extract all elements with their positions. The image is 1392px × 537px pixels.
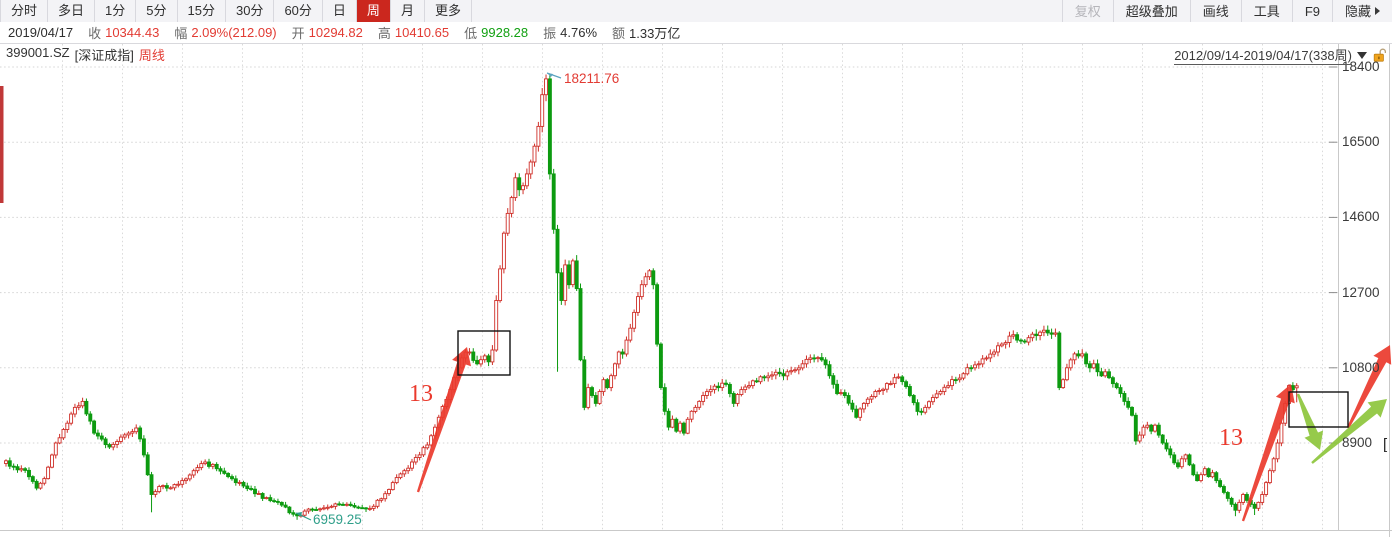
tab-15分[interactable]: 15分 <box>178 0 226 22</box>
expand-right-icon[interactable] <box>1375 7 1380 15</box>
annotation-box <box>1288 391 1349 428</box>
tab-月[interactable]: 月 <box>391 0 425 22</box>
quote-item-额: 额 1.33万亿 <box>612 23 680 42</box>
quote-label: 开 <box>291 26 305 41</box>
quote-value: 9928.28 <box>481 25 529 40</box>
button-隐藏[interactable]: 隐藏 <box>1331 0 1392 22</box>
annotation-arrow-rally-13-weeks <box>1241 384 1295 522</box>
annotation-arrow-projection-down <box>1296 393 1324 450</box>
toolbar-spacer <box>472 0 1062 22</box>
quote-item-收: 收 10344.43 <box>88 23 159 42</box>
button-超级叠加[interactable]: 超级叠加 <box>1112 0 1190 22</box>
quote-value: 2.09%(212.09) <box>191 25 277 40</box>
quote-item-幅: 幅 2.09%(212.09) <box>174 23 276 42</box>
y-tick-label: 10800 <box>1342 359 1380 375</box>
y-tick-label: 12700 <box>1342 284 1380 300</box>
annotation-arrow-rally-13-weeks <box>416 347 471 493</box>
button-画线[interactable]: 画线 <box>1189 0 1241 22</box>
tab-多日[interactable]: 多日 <box>48 0 96 22</box>
quote-date: 2019/04/17 <box>8 25 74 40</box>
period-tabs: 分时 多日 1分 5分 15分 30分 60分日周月更多 <box>0 0 472 22</box>
period-label: 周线 <box>138 48 165 63</box>
annotation-layer: 13 13 18211.76 6959.25 [ <box>295 71 1392 527</box>
button-label: 复权 <box>1074 3 1101 19</box>
annotation-arrow-projection-up <box>1311 399 1387 464</box>
button-label: 超级叠加 <box>1125 3 1178 19</box>
symbol-name: [深证成指] <box>74 48 134 63</box>
y-tick-label: 14600 <box>1342 209 1380 225</box>
count-label: 13 <box>1219 425 1243 451</box>
button-F9[interactable]: F9 <box>1291 0 1332 22</box>
chart-header: 399001.SZ [深证成指] 周线 <box>6 45 165 64</box>
trough-price-label: 6959.25 <box>313 512 362 527</box>
symbol-code: 399001.SZ <box>6 45 70 60</box>
y-tick-label: 16500 <box>1342 134 1380 150</box>
tab-周[interactable]: 周 <box>356 0 391 22</box>
quote-bar: 2019/04/17 收 10344.43 幅 2.09%(212.09) 开 10294… <box>0 22 1392 44</box>
quote-label: 额 <box>612 26 626 41</box>
quote-label: 低 <box>464 26 478 41</box>
quote-item-低: 低 9928.28 <box>464 23 528 42</box>
quote-value: 10294.82 <box>308 25 363 40</box>
annotation-box <box>457 330 511 376</box>
tab-1分[interactable]: 1分 <box>95 0 137 22</box>
quote-label: 幅 <box>174 26 188 41</box>
quote-value: 10410.65 <box>394 25 450 40</box>
period-toolbar: 分时 多日 1分 5分 15分 30分 60分日周月更多 复权 超级叠加 画线 工具 F9 隐藏 <box>0 0 1392 23</box>
button-label: 隐藏 <box>1344 3 1371 19</box>
button-工具[interactable]: 工具 <box>1240 0 1292 22</box>
quote-label: 振 <box>543 26 557 41</box>
count-label: 13 <box>409 381 433 407</box>
tab-5分[interactable]: 5分 <box>136 0 178 22</box>
left-edge-marker <box>0 86 4 203</box>
quote-label: 高 <box>377 26 391 41</box>
edge-bracket-mark: [ <box>1383 436 1388 453</box>
quote-value: 10344.43 <box>105 25 160 40</box>
tab-30分[interactable]: 30分 <box>226 0 275 22</box>
candlestick-series <box>4 73 1299 520</box>
peak-price-label: 18211.76 <box>564 71 619 86</box>
quote-item-高: 高 10410.65 <box>378 23 449 42</box>
button-label: 工具 <box>1253 3 1280 19</box>
button-label: 画线 <box>1202 3 1229 19</box>
tab-60分[interactable]: 60分 <box>274 0 323 22</box>
tab-日[interactable]: 日 <box>323 0 357 22</box>
button-label: F9 <box>1304 3 1320 19</box>
quote-item-开: 开 10294.82 <box>292 23 363 42</box>
tab-分时[interactable]: 分时 <box>1 0 49 22</box>
annotation-arrow-projection-up <box>1346 345 1392 429</box>
tab-更多[interactable]: 更多 <box>425 0 472 22</box>
button-复权[interactable]: 复权 <box>1061 0 1113 22</box>
y-tick-label: 8900 <box>1342 434 1373 450</box>
unlock-icon[interactable] <box>1372 48 1386 62</box>
y-tick-label: 18400 <box>1342 59 1380 74</box>
quote-value: 1.33万亿 <box>629 26 681 41</box>
range-text[interactable]: 2012/09/14-2019/04/17(338周) <box>1174 45 1352 65</box>
tool-buttons: 复权 超级叠加 画线 工具 F9 隐藏 <box>1061 0 1392 22</box>
range-selector[interactable]: 2012/09/14-2019/04/17(338周) <box>1174 45 1386 65</box>
quote-item-振: 振 4.76% <box>543 23 597 42</box>
dropdown-arrow-icon[interactable] <box>1357 51 1367 59</box>
grid <box>0 43 1392 537</box>
quote-value: 4.76% <box>560 25 598 40</box>
quote-label: 收 <box>88 26 102 41</box>
